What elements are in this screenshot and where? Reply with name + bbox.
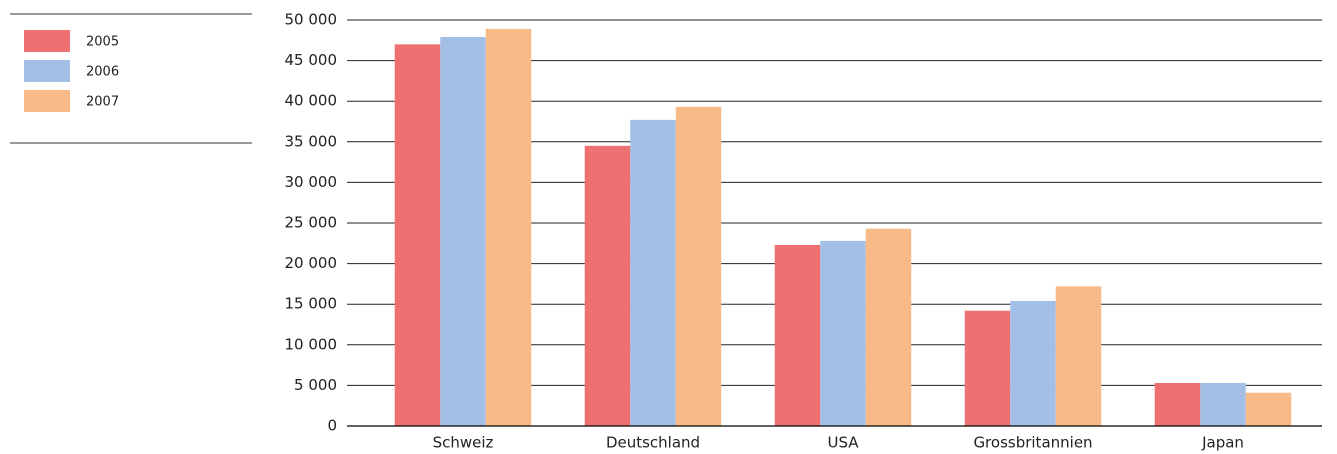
bar — [1200, 382, 1246, 426]
x-tick-label: Schweiz — [433, 434, 494, 452]
bar — [820, 240, 866, 426]
x-tick-label: Japan — [1201, 434, 1244, 452]
bar — [1154, 382, 1201, 426]
legend: 2005 2006 2007 — [24, 30, 119, 112]
bar — [675, 106, 722, 426]
bar — [774, 244, 821, 426]
legend-swatch — [24, 90, 70, 112]
y-tick-label: 50 000 — [285, 11, 338, 29]
y-tick-label: 20 000 — [285, 254, 338, 272]
x-tick-label: Grossbritannien — [973, 434, 1092, 452]
y-tick-label: 45 000 — [285, 51, 338, 69]
bar — [1010, 300, 1056, 426]
x-tick-label: USA — [827, 434, 859, 452]
y-tick-label: 10 000 — [285, 335, 338, 353]
y-tick-label: 30 000 — [285, 173, 338, 191]
legend-label: 2005 — [86, 35, 119, 50]
legend-swatch — [24, 30, 70, 52]
legend-label: 2006 — [86, 65, 119, 80]
bar — [394, 44, 441, 427]
bar — [485, 28, 532, 426]
y-tick-label: 35 000 — [285, 132, 338, 150]
y-tick-label: 5 000 — [294, 376, 337, 394]
bar — [865, 228, 912, 426]
y-tick-label: 0 — [327, 417, 337, 435]
legend-label: 2007 — [86, 95, 119, 110]
y-tick-label: 25 000 — [285, 214, 338, 232]
bar — [440, 37, 486, 426]
y-tick-label: 40 000 — [285, 92, 338, 110]
bar — [630, 119, 676, 426]
bar — [1055, 286, 1102, 426]
bar — [964, 310, 1011, 426]
y-tick-label: 15 000 — [285, 295, 338, 313]
legend-swatch — [24, 60, 70, 82]
bar — [584, 145, 631, 427]
x-tick-label: Deutschland — [606, 434, 700, 452]
bar — [1245, 392, 1292, 426]
